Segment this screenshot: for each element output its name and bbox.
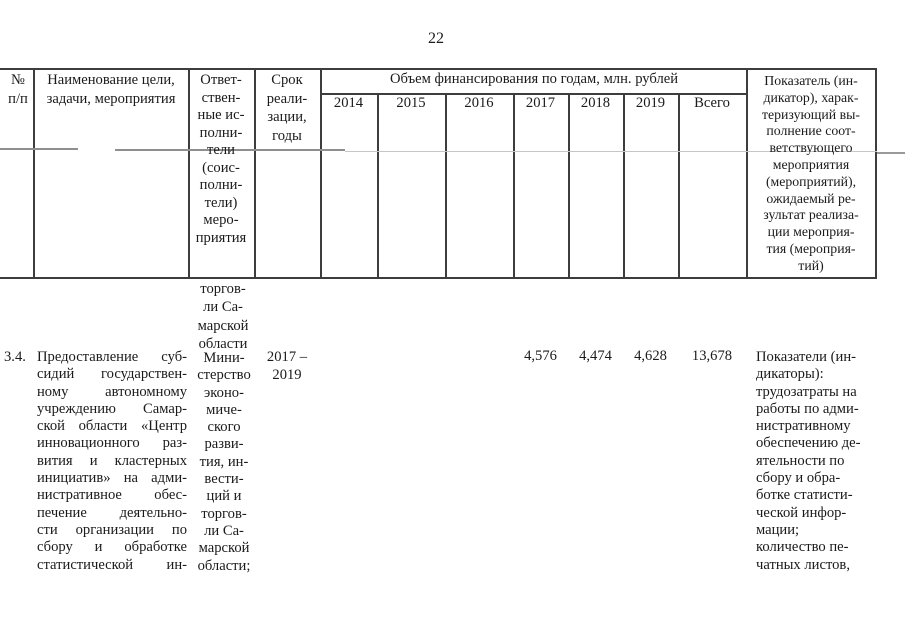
row-3-4-indicator: Показатели (ин- дикаторы): трудозатраты … bbox=[756, 349, 861, 573]
year-column-divider bbox=[623, 93, 625, 279]
row-3-4-value-total: 13,678 bbox=[691, 348, 733, 364]
column-divider bbox=[188, 68, 190, 279]
header-year-2016: 2016 bbox=[464, 95, 494, 111]
year-column-divider bbox=[568, 93, 570, 279]
row-3-4-value-2019: 4,628 bbox=[634, 348, 667, 364]
header-col-num: № п/п bbox=[8, 72, 28, 107]
row-3-4-executors: Мини- стерство эконо- миче- ского разви-… bbox=[197, 350, 251, 574]
scan-artifact-line bbox=[877, 152, 905, 154]
year-column-divider bbox=[445, 93, 447, 279]
scan-artifact-line bbox=[345, 151, 877, 152]
year-column-divider bbox=[377, 93, 379, 279]
header-financing-group: Объем финансирования по годам, млн. рубл… bbox=[389, 71, 679, 87]
scan-artifact-line bbox=[115, 149, 345, 151]
header-year-2019: 2019 bbox=[635, 95, 666, 111]
header-col-indicator: Показатель (ин- дикатор), харак- теризую… bbox=[761, 73, 861, 273]
year-column-divider bbox=[678, 93, 680, 279]
table-header-bottom-border bbox=[0, 277, 877, 279]
row-3-4-value-2018: 4,474 bbox=[579, 348, 612, 364]
carryover-row-executors: торгов- ли Са- марской области bbox=[197, 281, 249, 353]
header-year-2014: 2014 bbox=[333, 95, 364, 111]
row-3-4-term: 2017 – 2019 bbox=[266, 349, 308, 383]
table-right-border bbox=[875, 68, 877, 279]
row-3-4-number: 3.4. bbox=[4, 349, 26, 365]
financing-subheader-divider bbox=[320, 93, 746, 95]
row-3-4-value-2017: 4,576 bbox=[524, 348, 557, 364]
header-year-2015: 2015 bbox=[396, 95, 426, 111]
page-number: 22 bbox=[428, 30, 444, 47]
year-column-divider bbox=[513, 93, 515, 279]
table-top-border bbox=[0, 68, 877, 70]
column-divider bbox=[33, 68, 35, 279]
header-col-total: Всего bbox=[694, 95, 730, 111]
scan-artifact-line bbox=[0, 148, 78, 150]
header-col-term: Срок реали- зации, годы bbox=[266, 72, 308, 144]
column-divider bbox=[746, 68, 748, 279]
header-year-2017: 2017 bbox=[525, 95, 556, 111]
header-year-2018: 2018 bbox=[580, 95, 611, 111]
column-divider bbox=[254, 68, 256, 279]
column-divider bbox=[320, 68, 322, 279]
row-3-4-name: Предоставление суб- сидий государствен- … bbox=[37, 349, 187, 573]
header-col-executors: Ответ- ствен- ные ис- полни- тели (соис-… bbox=[195, 72, 247, 246]
header-col-name: Наименование цели, задачи, мероприятия bbox=[46, 72, 176, 107]
